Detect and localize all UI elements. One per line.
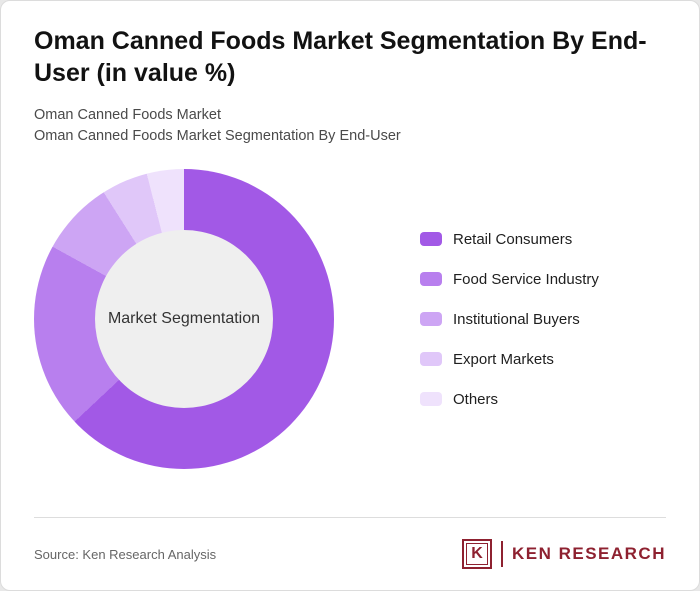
legend: Retail Consumers Food Service Industry Ins… [420, 231, 599, 408]
legend-item[interactable]: Retail Consumers [420, 231, 599, 248]
logo-k-box-icon: K [461, 539, 492, 569]
legend-label: Others [453, 390, 499, 408]
legend-item[interactable]: Institutional Buyers [420, 311, 599, 328]
chart-subtitle-segmentation: Oman Canned Foods Market Segmentation By… [34, 128, 401, 144]
chart-subtitles: Oman Canned Foods Market Oman Canned Foo… [34, 105, 666, 147]
legend-label: Food Service Industry [453, 270, 599, 288]
legend-swatch [420, 352, 442, 366]
legend-label: Export Markets [453, 350, 554, 368]
donut-center: Market Segmentation [95, 230, 273, 408]
ken-research-logo: K KEN RESEARCH [461, 539, 666, 569]
donut-center-label: Market Segmentation [107, 310, 261, 327]
chart-area: Market Segmentation Retail Consumers Food… [34, 169, 699, 469]
legend-label: Institutional Buyers [453, 310, 580, 328]
legend-swatch [420, 392, 442, 406]
footer: Source: Ken Research Analysis K KEN RESE… [34, 517, 666, 590]
logo-wordmark: KEN RESEARCH [511, 544, 666, 563]
legend-item[interactable]: Food Service Industry [420, 271, 599, 288]
source-text: Source: Ken Research Analysis [34, 546, 217, 562]
legend-item[interactable]: Export Markets [420, 351, 599, 368]
logo-k-letter: K [471, 545, 483, 562]
donut-chart-container: Market Segmentation [34, 169, 334, 469]
legend-item[interactable]: Others [420, 391, 599, 408]
logo-separator [500, 541, 503, 567]
legend-label: Retail Consumers [453, 230, 573, 248]
legend-swatch [420, 312, 442, 326]
legend-swatch [420, 232, 442, 246]
legend-swatch [420, 272, 442, 286]
chart-subtitle-market: Oman Canned Foods Market [34, 107, 221, 123]
page-title: Oman Canned Foods Market Segmentation By… [34, 27, 647, 87]
